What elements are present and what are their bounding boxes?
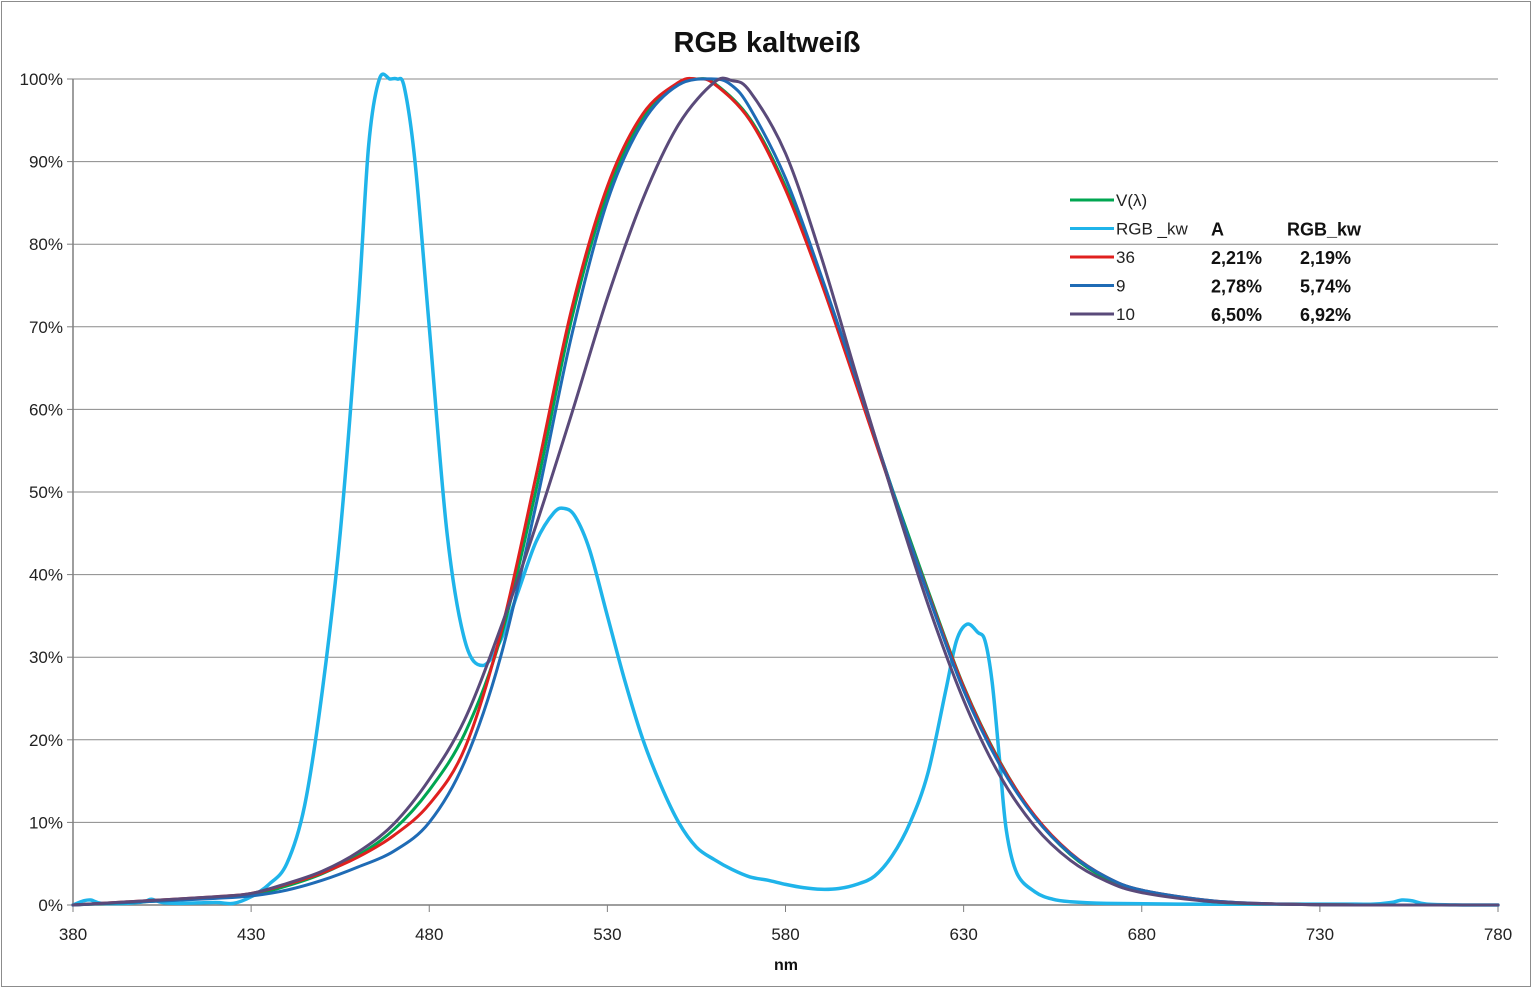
axes: 0% 10% 20% 30% 40% 50% 60% 70% 80% 90% 100% 380 430 4… — [20, 70, 1513, 944]
y-tick-label: 40% — [29, 566, 63, 585]
series-line-rgbkw — [71, 72, 1500, 907]
y-tick-label: 50% — [29, 483, 63, 502]
x-tick-label: 580 — [771, 925, 799, 944]
table-cell: 2,19% — [1300, 248, 1351, 268]
series-line-9 — [71, 77, 1500, 907]
table-header: A — [1211, 220, 1224, 240]
chart-title: RGB kaltweiß — [674, 27, 861, 59]
y-tick-label: 100% — [20, 70, 63, 89]
table-cell: 6,92% — [1300, 305, 1351, 325]
y-tick-label: 30% — [29, 648, 63, 667]
series-lines — [71, 72, 1500, 907]
x-tick-label: 630 — [949, 925, 977, 944]
series-line-10 — [71, 76, 1500, 907]
x-tick-label: 680 — [1128, 925, 1156, 944]
y-tick-label: 0% — [38, 896, 63, 915]
legend-label: 36 — [1116, 248, 1135, 267]
x-tick-label: 480 — [415, 925, 443, 944]
legend-label: RGB _kw — [1116, 220, 1189, 239]
table-header: RGB_kw — [1287, 220, 1362, 240]
y-tick-label: 80% — [29, 235, 63, 254]
x-tick-label: 730 — [1306, 925, 1334, 944]
gridlines — [73, 78, 1498, 906]
x-tick-label: 430 — [237, 925, 265, 944]
x-tick-label: 530 — [593, 925, 621, 944]
legend-label: 9 — [1116, 277, 1125, 296]
x-tick-label: 380 — [59, 925, 87, 944]
y-tick-label: 10% — [29, 813, 63, 832]
table-cell: 6,50% — [1211, 305, 1262, 325]
y-tick-label: 20% — [29, 731, 63, 750]
x-axis-title: nm — [774, 957, 798, 974]
table-cell: 2,21% — [1211, 248, 1262, 268]
legend-label: 10 — [1116, 305, 1135, 324]
y-tick-label: 60% — [29, 400, 63, 419]
y-tick-label: 90% — [29, 153, 63, 172]
x-tick-label: 780 — [1484, 925, 1512, 944]
table-cell: 2,78% — [1211, 277, 1262, 297]
legend-label: V(λ) — [1116, 191, 1147, 210]
table-cell: 5,74% — [1300, 277, 1351, 297]
y-tick-label: 70% — [29, 318, 63, 337]
legend: V(λ) RGB _kw 36 9 10 A RGB_kw 2,21% 2,19% 2,78% 5,… — [1070, 191, 1362, 325]
